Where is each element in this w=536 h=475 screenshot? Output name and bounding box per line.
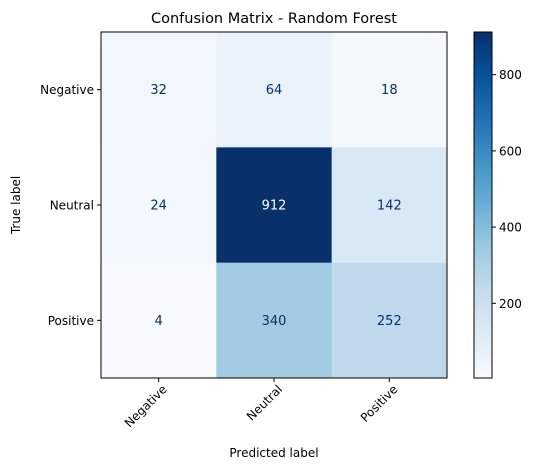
cell-value-label: 32 xyxy=(150,83,167,98)
x-axis-label: Predicted label xyxy=(229,446,318,460)
heatmap-cell xyxy=(216,32,333,148)
heatmap-cell xyxy=(101,147,217,264)
cell-value-label: 912 xyxy=(262,199,287,214)
x-tick-label: Positive xyxy=(358,382,401,425)
heatmap-cell xyxy=(331,262,448,379)
cell-value-label: 340 xyxy=(262,314,287,329)
cell-value-label: 142 xyxy=(377,199,402,214)
heatmap-cell xyxy=(331,32,448,148)
colorbar xyxy=(473,31,493,379)
x-tick-labels: Negative Neutral Positive xyxy=(122,378,401,430)
cell-value-labels: 32 64 18 24 912 142 4 340 252 xyxy=(150,83,401,329)
y-tick-label: Negative xyxy=(40,83,94,97)
x-tick-label: Negative xyxy=(122,382,170,430)
heatmap-cell xyxy=(216,262,333,379)
cell-value-label: 64 xyxy=(266,83,283,98)
x-tick-label: Neutral xyxy=(244,382,285,423)
chart-title: Confusion Matrix - Random Forest xyxy=(151,11,397,27)
cell-value-label: 4 xyxy=(155,314,163,329)
cell-value-label: 252 xyxy=(377,314,402,329)
heatmap-cell xyxy=(101,262,217,379)
heatmap-cell xyxy=(331,147,448,264)
y-tick-label: Positive xyxy=(48,314,94,328)
heatmap-cell xyxy=(216,147,333,264)
colorbar-tick-label: 600 xyxy=(499,144,522,158)
cell-value-label: 18 xyxy=(381,83,398,98)
heatmap-cell xyxy=(101,32,217,148)
colorbar-tick-label: 400 xyxy=(499,221,522,235)
colorbar-ticks: 200 400 600 800 xyxy=(492,68,522,311)
colorbar-tick-label: 200 xyxy=(499,297,522,311)
cell-value-label: 24 xyxy=(150,199,167,214)
y-axis-label: True label xyxy=(9,176,23,235)
heatmap-cells xyxy=(101,32,448,379)
y-tick-labels: Negative Neutral Positive xyxy=(40,83,101,328)
colorbar-tick-label: 800 xyxy=(499,68,522,82)
y-tick-label: Neutral xyxy=(50,199,94,213)
